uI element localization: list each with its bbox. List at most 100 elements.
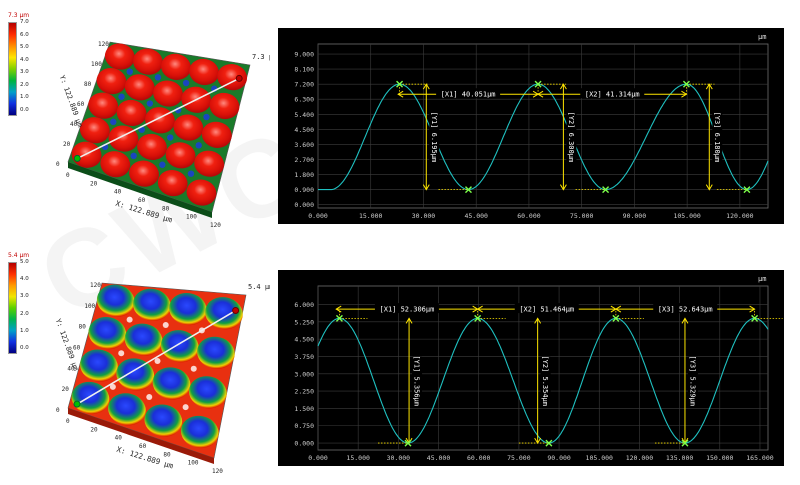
x-tick-label: 0.000 xyxy=(308,454,328,462)
extremum-marker[interactable] xyxy=(681,439,689,447)
surface-node xyxy=(110,118,117,126)
extremum-marker[interactable] xyxy=(335,314,343,322)
surface-cell xyxy=(133,48,163,75)
y-measure-label-bg xyxy=(540,356,551,405)
y-axis-tick: 80 xyxy=(79,324,87,331)
x-tick-label: 75.000 xyxy=(570,212,594,220)
y-tick-label: 6.000 xyxy=(294,301,314,309)
surface-node xyxy=(182,79,190,87)
x-axis-tick: 80 xyxy=(163,451,171,458)
x-tick-label: 0.000 xyxy=(308,212,328,220)
surface-cell xyxy=(124,323,163,356)
surface-node xyxy=(118,93,125,100)
surface-cell xyxy=(144,404,183,437)
x-axis-tick: 120 xyxy=(212,468,223,475)
profile-start-marker[interactable] xyxy=(73,400,81,408)
surface-cell xyxy=(189,58,219,86)
x-axis-tick: 40 xyxy=(114,189,122,196)
colorbar-gradient xyxy=(8,262,17,354)
surface-3d-view[interactable]: 5.4 µm020406080100120X: 122.889 µm020406… xyxy=(0,248,270,480)
y-axis-tick: 40 xyxy=(70,121,78,128)
surface-node xyxy=(146,100,154,107)
surface-node xyxy=(182,404,189,411)
x-tick-label: 30.000 xyxy=(412,212,436,220)
surface-3d-view[interactable]: 7.3 µm020406080100120X: 122.889 µm020406… xyxy=(0,0,270,232)
extremum-marker[interactable] xyxy=(602,186,610,194)
surface-cell xyxy=(180,415,219,449)
surface-panel-top: 7.3 µm 7.06.05.04.03.02.01.00.0 7.3 µm02… xyxy=(0,0,270,232)
surface-cell xyxy=(96,68,127,95)
surface-node xyxy=(203,113,210,121)
profile-line xyxy=(76,309,236,405)
unit-label: µm xyxy=(758,275,766,283)
profile-plot[interactable]: µm 0.000 0.900 1.800 2.700 3.600 4.500 5.400 6.3… xyxy=(278,28,784,224)
extremum-marker[interactable] xyxy=(612,314,620,322)
y-axis-tick: 60 xyxy=(77,101,85,108)
x-tick-label: 90.000 xyxy=(623,212,647,220)
x-axis-tick: 80 xyxy=(162,205,170,212)
y-measure-label-bg xyxy=(412,356,423,405)
y-tick-label: 0.900 xyxy=(294,186,314,194)
surface-cell xyxy=(104,43,135,70)
y-measure-arrows xyxy=(705,83,713,191)
colorbar-gradient xyxy=(8,22,17,116)
x-tick-label: 105.000 xyxy=(673,212,700,220)
surface-node xyxy=(118,350,125,357)
y-tick-label: 2.700 xyxy=(294,156,314,164)
y-measure-label: [Y3] 6.180µm xyxy=(713,112,721,163)
profile-plot[interactable]: µm 0.000 0.750 1.500 2.250 3.000 3.750 4.500 5.2… xyxy=(278,270,784,466)
x-tick-label: 90.000 xyxy=(547,454,571,462)
colorbar-tick-label: 1.0 xyxy=(20,94,29,101)
y-measure-label: [Y2] 6.300µm xyxy=(567,112,575,163)
surface-cell xyxy=(96,284,135,317)
surface-side xyxy=(68,408,214,464)
y-axis-tick: 120 xyxy=(98,41,109,48)
surface-cell xyxy=(116,358,155,391)
profile-chart-top: µm 0.000 0.900 1.800 2.700 3.600 4.500 5.400 6.3… xyxy=(278,28,784,224)
y-axis-tick: 20 xyxy=(63,141,71,148)
surface-cell xyxy=(88,92,119,119)
surface-node xyxy=(167,134,174,141)
surface-cell xyxy=(124,74,155,101)
colorbar-tick-label: 0.0 xyxy=(20,107,29,113)
x-axis-tick: 20 xyxy=(90,180,98,187)
surface-cell xyxy=(88,317,127,350)
profile-line xyxy=(76,77,240,160)
x-axis-tick: 40 xyxy=(115,435,123,442)
colorbar-tick-label: 3.0 xyxy=(20,69,29,76)
x-tick-label: 45.000 xyxy=(464,212,488,220)
y-axis-tick: 40 xyxy=(67,365,75,372)
surface-cell xyxy=(197,336,235,369)
extremum-marker[interactable] xyxy=(545,439,553,447)
profile-end-marker[interactable] xyxy=(232,307,240,315)
x-measure-label: [X3] 52.643µm xyxy=(658,306,713,314)
surface-cell xyxy=(169,292,207,326)
surface-node xyxy=(159,161,166,168)
extremum-marker[interactable] xyxy=(396,80,404,88)
unit-label: µm xyxy=(758,33,766,41)
profile-start-marker[interactable] xyxy=(73,154,81,162)
extremum-marker[interactable] xyxy=(404,439,412,447)
y-tick-label: 0.000 xyxy=(294,440,314,448)
extremum-marker[interactable] xyxy=(743,186,751,194)
y-tick-label: 0.000 xyxy=(294,201,314,209)
profile-end-marker[interactable] xyxy=(235,74,243,82)
x-tick-label: 15.000 xyxy=(359,212,383,220)
y-axis-tick: 120 xyxy=(90,282,101,289)
extremum-marker[interactable] xyxy=(464,186,472,194)
extremum-marker[interactable] xyxy=(682,80,690,88)
x-measure-arrows xyxy=(537,90,688,98)
extremum-marker[interactable] xyxy=(751,314,759,322)
y-tick-label: 2.250 xyxy=(294,388,314,396)
surface-cell xyxy=(100,151,131,178)
x-axis-tick: 60 xyxy=(139,443,147,450)
y-axis-tick: 0 xyxy=(56,161,60,168)
x-tick-label: 45.000 xyxy=(427,454,451,462)
surface-cell xyxy=(108,393,146,426)
x-tick-label: 60.000 xyxy=(467,454,491,462)
extremum-marker[interactable] xyxy=(474,314,482,322)
extremum-marker[interactable] xyxy=(534,80,542,88)
surface-cell xyxy=(173,114,204,141)
y-tick-label: 1.800 xyxy=(294,171,314,179)
surface-node xyxy=(126,316,133,323)
